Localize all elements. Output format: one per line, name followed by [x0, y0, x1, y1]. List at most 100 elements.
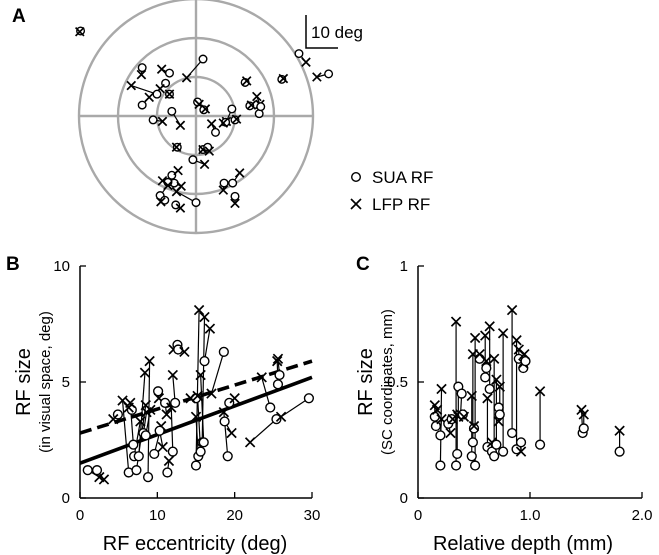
sua-point: [210, 127, 220, 137]
sua-point: [218, 346, 229, 357]
lfp-point: [218, 185, 229, 195]
sua-point: [222, 451, 233, 462]
lfp-point: [171, 142, 182, 153]
panel-letter-b: B: [6, 254, 20, 275]
pair-link: [195, 310, 200, 466]
legend-sua-marker: [351, 171, 362, 182]
lfp-point: [519, 348, 530, 360]
sua-point: [228, 178, 238, 188]
lfp-point: [163, 180, 173, 191]
lfp-point: [534, 386, 546, 397]
panel-letter-a: A: [12, 6, 26, 27]
pair-link: [200, 375, 205, 443]
lfp-point: [272, 353, 284, 365]
panel-b-chart: 0 10 20 30 0 5 10 RF eccentricity (deg) RF siz…: [13, 258, 320, 555]
lfp-point: [164, 89, 175, 99]
lfp-point: [481, 355, 492, 367]
sua-point: [456, 388, 467, 399]
lfp-point: [469, 332, 481, 344]
sua-point: [219, 416, 230, 427]
y-tick-label: 1: [400, 258, 408, 275]
sua-point: [219, 178, 229, 188]
lfp-point: [157, 116, 168, 127]
sua-point: [468, 423, 480, 434]
x-tick-label: 30: [304, 507, 321, 524]
panel-letter-c: C: [356, 254, 370, 275]
scale-bar-label: 10 deg: [311, 23, 363, 42]
lfp-point: [226, 427, 237, 439]
lfp-point: [135, 416, 146, 427]
sua-point: [162, 467, 173, 478]
sua-point: [494, 409, 505, 420]
lfp-point: [167, 369, 179, 381]
sua-point: [137, 100, 147, 110]
sua-point: [470, 460, 481, 471]
lfp-point: [241, 76, 252, 86]
lfp-point: [156, 64, 167, 75]
panel-c-y-sublabel: (SC coordinates, mm): [379, 309, 396, 455]
y-tick-label: 0: [62, 490, 70, 507]
lfp-point: [218, 406, 230, 418]
sua-point: [511, 444, 522, 455]
sua-point: [578, 423, 589, 434]
x-tick-label: 1.0: [520, 507, 541, 524]
sua-point: [164, 68, 174, 78]
fit-line-dashed: [79, 359, 313, 435]
sua-point: [435, 430, 446, 441]
lfp-point: [511, 335, 522, 346]
x-tick-label: 10: [149, 507, 166, 524]
y-tick-label: 10: [53, 258, 70, 275]
lfp-point: [234, 168, 245, 178]
y-tick-label: 5: [62, 374, 70, 391]
lfp-point: [199, 159, 210, 170]
x-tick-label: 0: [414, 507, 422, 524]
sua-point: [429, 411, 440, 422]
lfp-point: [136, 69, 147, 80]
sua-point: [481, 362, 492, 374]
sua-point: [160, 195, 170, 205]
panel-b-y-sublabel: (in visual space, deg): [37, 311, 54, 453]
lfp-point: [275, 411, 287, 423]
pair-link: [138, 372, 146, 457]
lfp-point: [491, 374, 502, 385]
sua-point: [199, 356, 210, 367]
lfp-point: [175, 120, 186, 131]
lfp-point: [246, 100, 257, 110]
sua-point: [515, 437, 527, 448]
lfp-point: [98, 474, 110, 485]
lfp-point: [484, 321, 495, 332]
lfp-point: [108, 413, 119, 425]
x-tick-label: 20: [226, 507, 243, 524]
sua-point: [154, 425, 165, 436]
sua-point: [450, 460, 462, 471]
lfp-point: [497, 328, 509, 339]
sua-point: [195, 446, 206, 457]
lfp-point: [190, 411, 202, 423]
sua-point: [466, 451, 477, 462]
sua-point: [227, 104, 237, 114]
sua-point: [467, 437, 478, 448]
sua-point: [265, 402, 276, 413]
lfp-point: [161, 409, 172, 420]
y-tick-label: 0: [400, 490, 408, 507]
lfp-point: [468, 420, 480, 432]
lfp-point: [431, 404, 443, 416]
pair-link: [210, 351, 225, 394]
legend-lfp-label: LFP RF: [372, 195, 430, 214]
lfp-point: [206, 118, 217, 129]
lfp-point: [126, 80, 137, 91]
panel-c-ticks: 0 1.0 2.0 0 0.5 1: [387, 258, 652, 524]
sua-point: [230, 191, 240, 201]
lfp-point: [175, 203, 186, 213]
lfp-point: [125, 397, 136, 409]
sua-point: [520, 356, 531, 367]
lfp-point: [218, 118, 229, 128]
sua-point: [198, 54, 208, 64]
sua-point: [133, 451, 144, 462]
lfp-point: [145, 404, 156, 416]
lfp-point: [230, 198, 240, 209]
lfp-point: [144, 92, 155, 103]
sua-point: [188, 155, 198, 165]
panel-c-y-label: RF size: [355, 348, 377, 416]
sua-point: [256, 102, 266, 112]
